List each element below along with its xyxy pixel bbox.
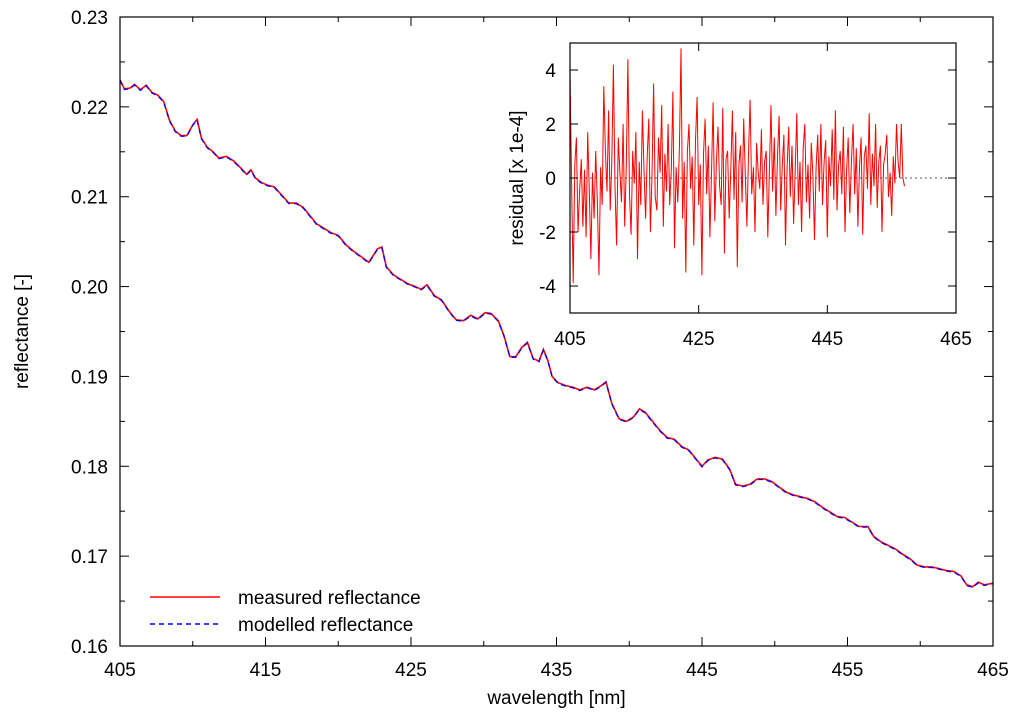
inset-plot-frame	[569, 42, 957, 314]
series-modelled-reflectance	[119, 80, 994, 589]
y-tick-label: 0.19	[71, 367, 108, 388]
inset-x-tick-label: 465	[940, 329, 972, 350]
inset-x-tick-label: 405	[554, 329, 586, 350]
y-tick-label: 0.20	[71, 278, 108, 299]
series-residual	[569, 48, 905, 284]
inset-y-tick-label: 4	[545, 61, 556, 82]
x-tick-label: 465	[977, 660, 1009, 681]
x-tick-label: 415	[250, 660, 282, 681]
x-tick-label: 445	[686, 660, 718, 681]
main-plot-frame	[119, 16, 994, 647]
inset-y-tick-label: 0	[545, 169, 556, 190]
x-axis-label: wavelength [nm]	[486, 688, 625, 709]
y-axis-label: reflectance [-]	[12, 274, 33, 389]
y-tick-label: 0.16	[71, 637, 108, 658]
y-tick-label: 0.17	[71, 547, 108, 568]
inset-y-tick-label: 2	[545, 115, 556, 136]
x-tick-label: 425	[395, 660, 427, 681]
inset-y-tick-label: -4	[539, 277, 556, 298]
x-tick-label: 455	[832, 660, 864, 681]
x-tick-label: 435	[541, 660, 573, 681]
inset-x-tick-label: 445	[811, 329, 843, 350]
legend-label-modelled: modelled reflectance	[238, 615, 413, 636]
y-tick-label: 0.21	[71, 188, 108, 209]
inset-y-tick-label: -2	[539, 223, 556, 244]
y-tick-label: 0.23	[71, 8, 108, 29]
y-tick-label: 0.22	[71, 98, 108, 119]
y-tick-label: 0.18	[71, 457, 108, 478]
inset-y-axis-label: residual [x 1e-4]	[507, 110, 528, 245]
inset-x-tick-label: 425	[683, 329, 715, 350]
legend-label-measured: measured reflectance	[238, 588, 421, 609]
x-tick-label: 405	[104, 660, 136, 681]
